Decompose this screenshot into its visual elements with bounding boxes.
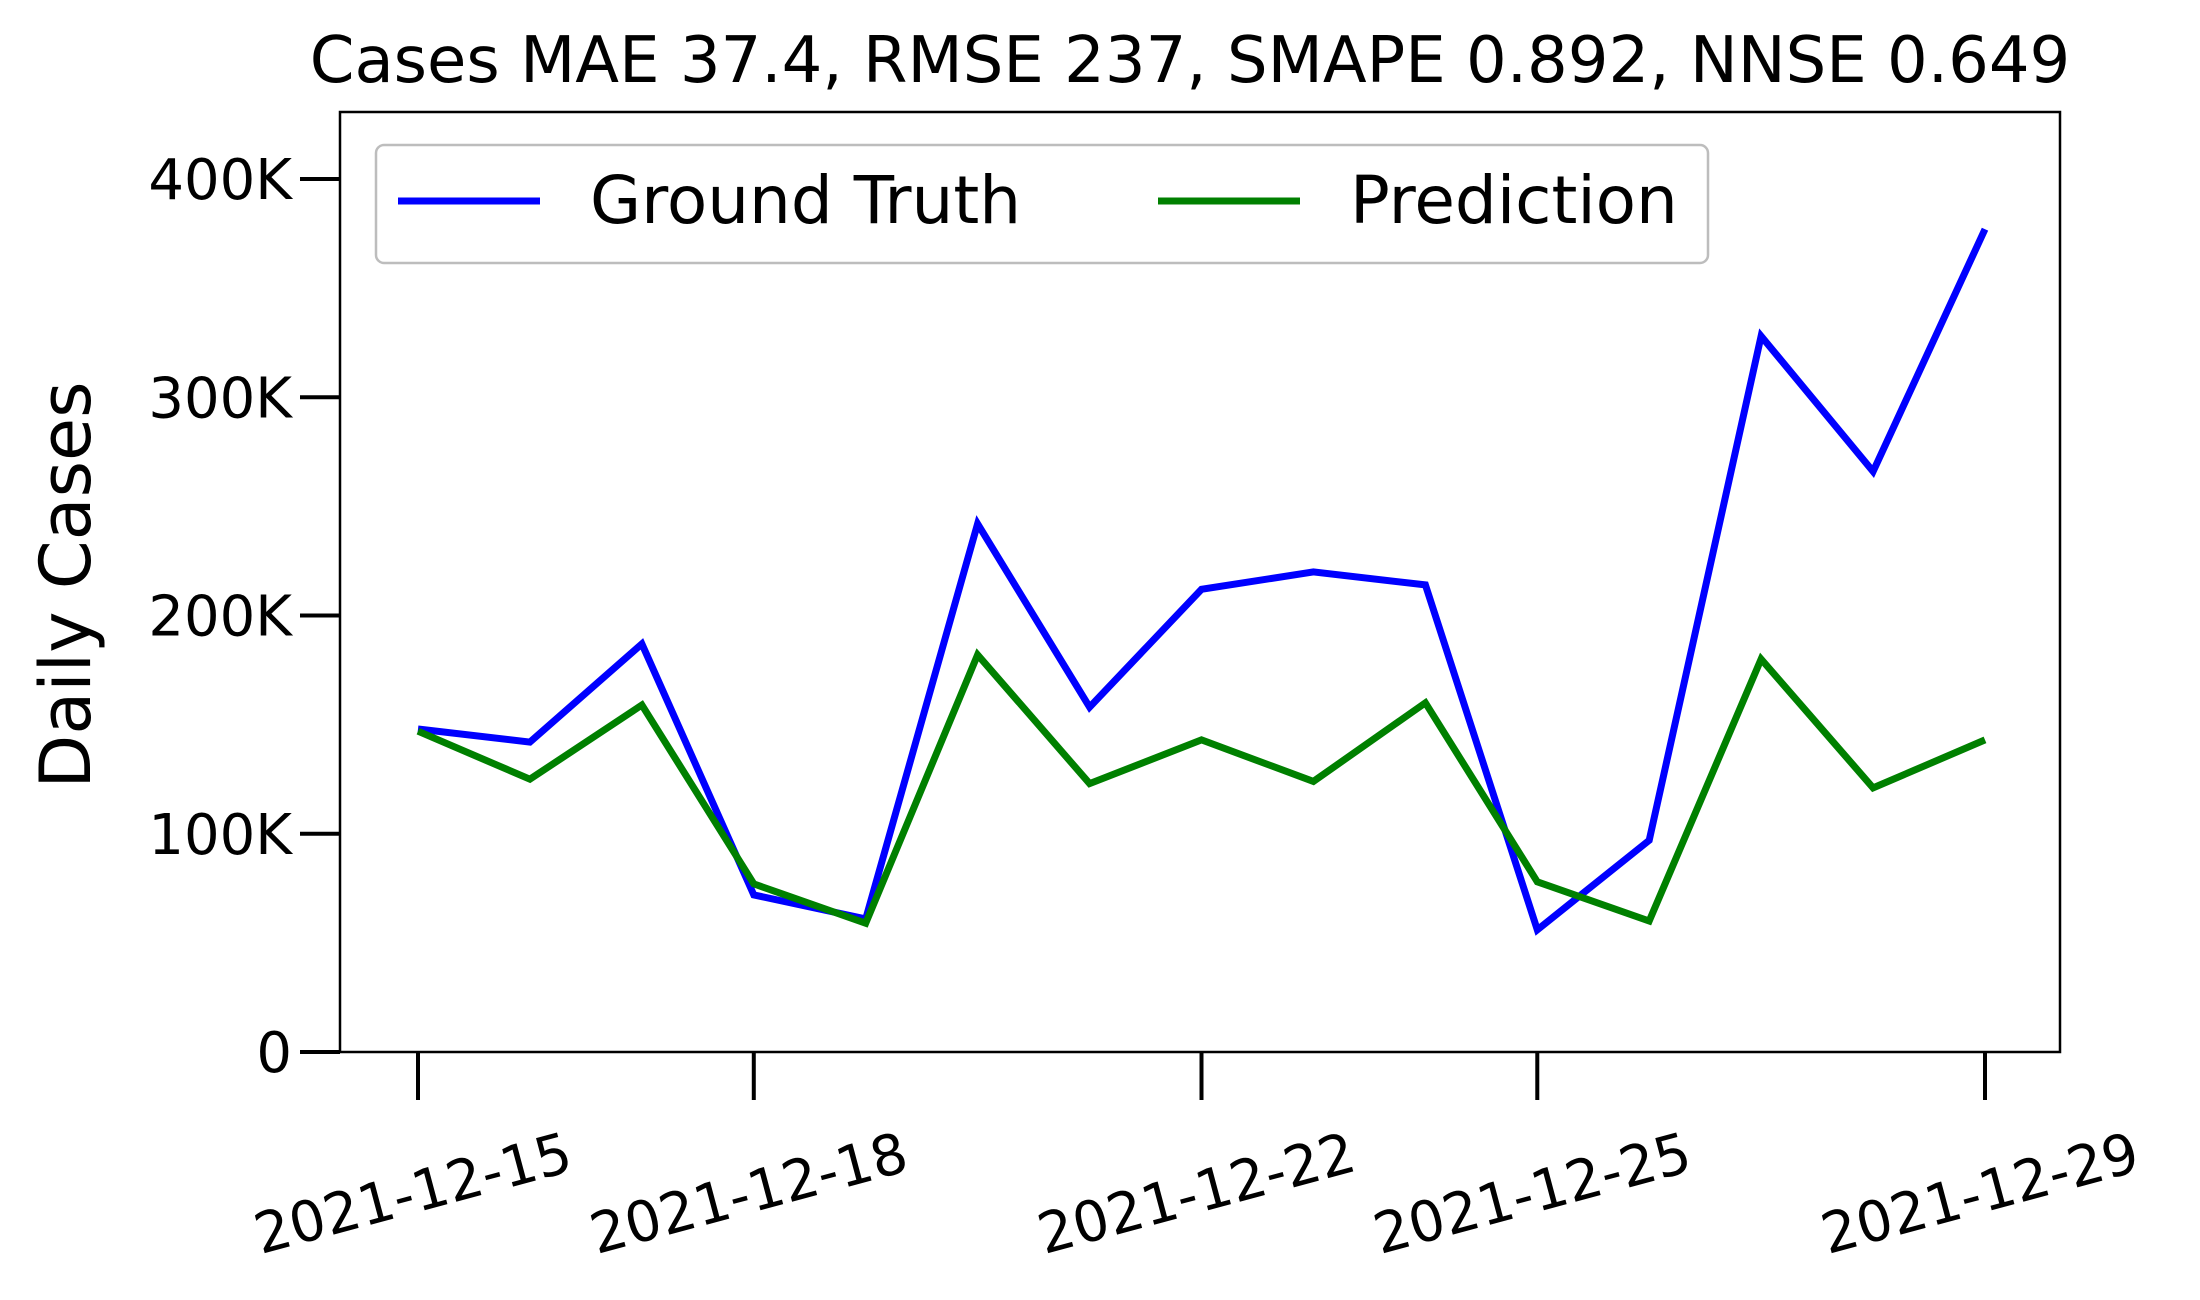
y-tick-label: 400K	[148, 148, 293, 213]
x-tick-label: 2021-12-22	[1031, 1121, 1362, 1268]
x-tick-label: 2021-12-18	[583, 1121, 914, 1268]
x-tick-label: 2021-12-25	[1367, 1121, 1698, 1268]
series-lines	[416, 227, 1989, 936]
y-axis: 0 100K 200K 300K 400K	[148, 148, 340, 1086]
x-axis: 2021-12-15 2021-12-18 2021-12-22 2021-12-25…	[248, 1052, 2146, 1268]
y-tick-label: 0	[256, 1021, 292, 1086]
series-line-ground-truth	[417, 227, 1989, 936]
legend-box	[374, 143, 1710, 265]
legend: Ground Truth Prediction	[374, 143, 1710, 265]
series-line-prediction	[416, 648, 1987, 928]
y-tick-label: 100K	[148, 803, 293, 868]
legend-label-prediction: Prediction	[1350, 162, 1678, 239]
chart-title: Cases MAE 37.4, RMSE 237, SMAPE 0.892, N…	[310, 24, 2071, 98]
legend-label-ground-truth: Ground Truth	[590, 162, 1021, 239]
y-tick-label: 300K	[148, 366, 293, 431]
y-tick-label: 200K	[148, 585, 293, 650]
x-tick-label: 2021-12-29	[1815, 1121, 2146, 1268]
x-tick-label: 2021-12-15	[248, 1121, 579, 1268]
y-axis-label: Daily Cases	[25, 381, 107, 788]
